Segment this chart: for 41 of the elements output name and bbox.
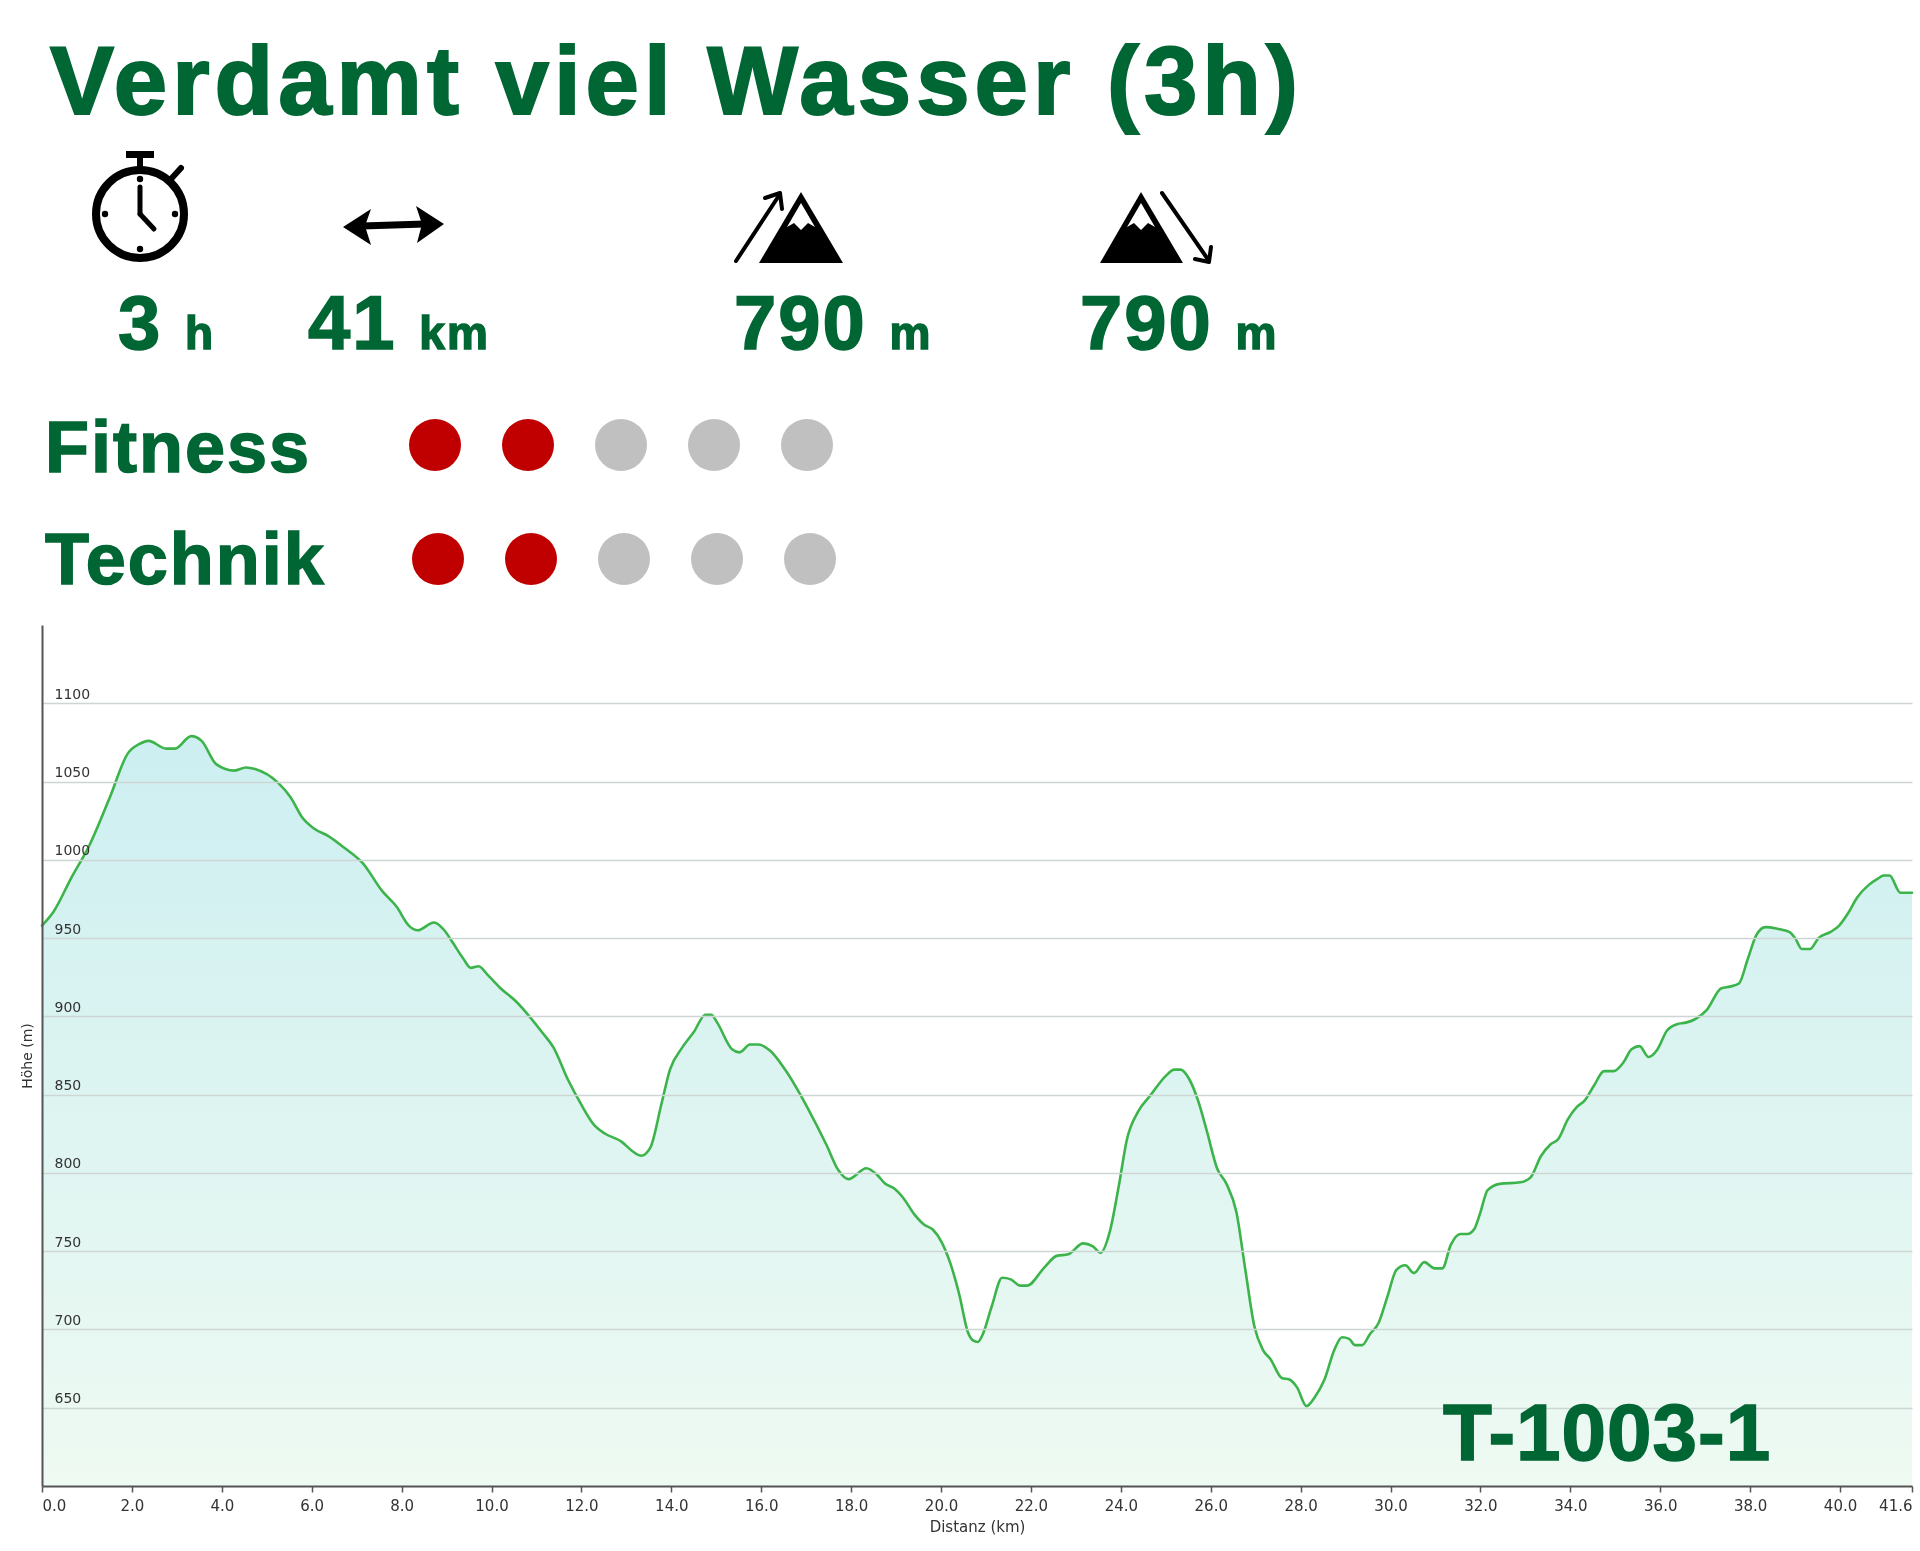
x-tick-label: 36.0 <box>1644 1496 1678 1515</box>
x-tick-label: 6.0 <box>300 1496 325 1515</box>
x-tick-label: 22.0 <box>1014 1496 1049 1515</box>
y-axis-title: Höhe (m) <box>18 1023 35 1089</box>
x-tick-label: 18.0 <box>834 1496 869 1515</box>
x-tick-label: 8.0 <box>390 1496 415 1515</box>
chart-title: Verdamt viel Wasser (3h) <box>50 27 1303 134</box>
x-tick-label: 10.0 <box>475 1496 509 1515</box>
annotation: T-1003-1 <box>1443 1388 1772 1477</box>
x-tick-label: 30.0 <box>1374 1496 1408 1515</box>
x-tick-label: 40.0 <box>1823 1496 1858 1515</box>
y-tick-label: 1050 <box>54 764 91 781</box>
y-tick-label: 1100 <box>54 685 91 702</box>
x-tick-label: 32.0 <box>1464 1496 1498 1515</box>
text: Technik <box>45 519 326 599</box>
text: 41 km <box>308 280 490 365</box>
x-tick-label: 34.0 <box>1554 1496 1588 1515</box>
x-tick-label: 0.0 <box>42 1496 67 1515</box>
x-tick-label: 24.0 <box>1104 1496 1139 1515</box>
x-tick-label: 16.0 <box>745 1496 779 1515</box>
y-tick-label: 750 <box>54 1233 82 1250</box>
text: 3 h <box>118 280 216 365</box>
x-tick-label: 2.0 <box>120 1496 145 1515</box>
x-tick-label: 12.0 <box>565 1496 599 1515</box>
y-tick-label: 700 <box>54 1311 82 1328</box>
y-tick-label: 650 <box>54 1390 82 1407</box>
text: 790 m <box>1080 280 1279 365</box>
y-tick-label: 850 <box>54 1077 82 1094</box>
x-tick-label: 26.0 <box>1194 1496 1228 1515</box>
y-tick-label: 950 <box>54 920 82 937</box>
x-tick-label: 28.0 <box>1284 1496 1318 1515</box>
x-tick-label: 20.0 <box>924 1496 959 1515</box>
x-axis-title: Distanz (km) <box>929 1517 1026 1536</box>
x-tick-label: 38.0 <box>1733 1496 1768 1515</box>
text: Fitness <box>45 407 312 487</box>
y-tick-label: 900 <box>54 998 82 1015</box>
x-tick-label: 4.0 <box>210 1496 235 1515</box>
y-tick-label: 800 <box>54 1155 82 1172</box>
x-tick-label: 14.0 <box>655 1496 689 1515</box>
x-tick-label: 41.6 <box>1879 1496 1913 1515</box>
text: 790 m <box>734 280 933 365</box>
